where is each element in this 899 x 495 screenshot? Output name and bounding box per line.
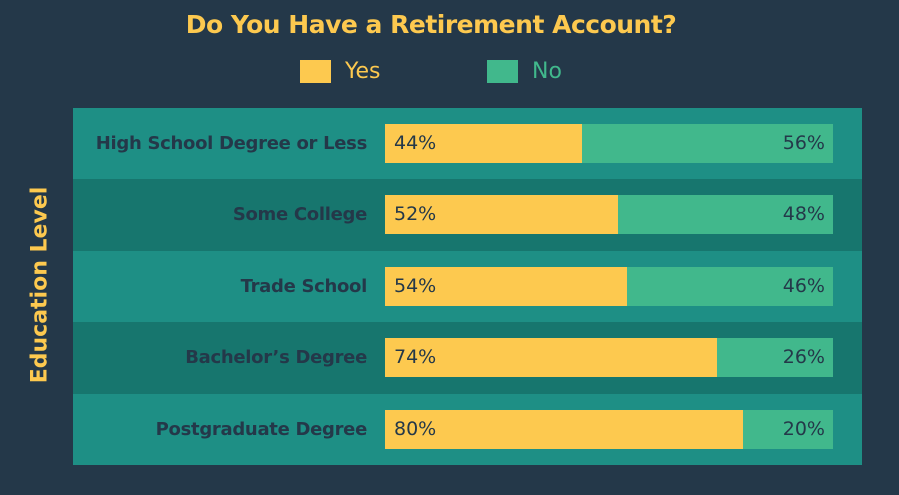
bar-no: 20% — [743, 409, 833, 449]
bar-yes: 52% — [385, 195, 618, 235]
legend-item-no: No — [487, 58, 562, 84]
bar-yes: 44% — [385, 124, 583, 163]
chart-row: Postgraduate Degree 80% 20% — [73, 393, 862, 465]
bar-yes: 54% — [385, 266, 627, 306]
chart-panel: High School Degree or Less 44% 56% Some Col… — [73, 108, 862, 465]
y-axis-label: Education Level — [27, 186, 53, 384]
bar-yes: 80% — [385, 409, 744, 449]
bar-yes: 74% — [385, 338, 717, 378]
chart-row: Bachelor’s Degree 74% 26% — [73, 322, 862, 394]
legend-swatch-no — [487, 59, 518, 83]
category-label: Some College — [232, 204, 367, 226]
bar-no: 48% — [617, 195, 833, 235]
legend-swatch-yes — [300, 59, 331, 83]
legend-label-yes: Yes — [345, 58, 381, 84]
legend-item-yes: Yes — [300, 58, 381, 84]
bar-no: 56% — [582, 124, 833, 163]
category-label: High School Degree or Less — [95, 133, 368, 154]
bar-no: 46% — [626, 266, 833, 306]
chart-row: High School Degree or Less 44% 56% — [73, 108, 862, 180]
chart-title: Do You Have a Retirement Account? — [185, 10, 677, 39]
category-label: Postgraduate Degree — [155, 418, 368, 440]
category-label: Bachelor’s Degree — [185, 347, 367, 369]
category-label: Trade School — [240, 275, 368, 297]
legend-label-no: No — [532, 58, 562, 84]
chart-row: Trade School 54% 46% — [73, 250, 862, 323]
bar-no: 26% — [716, 338, 833, 378]
chart-row: Some College 52% 48% — [73, 179, 862, 251]
